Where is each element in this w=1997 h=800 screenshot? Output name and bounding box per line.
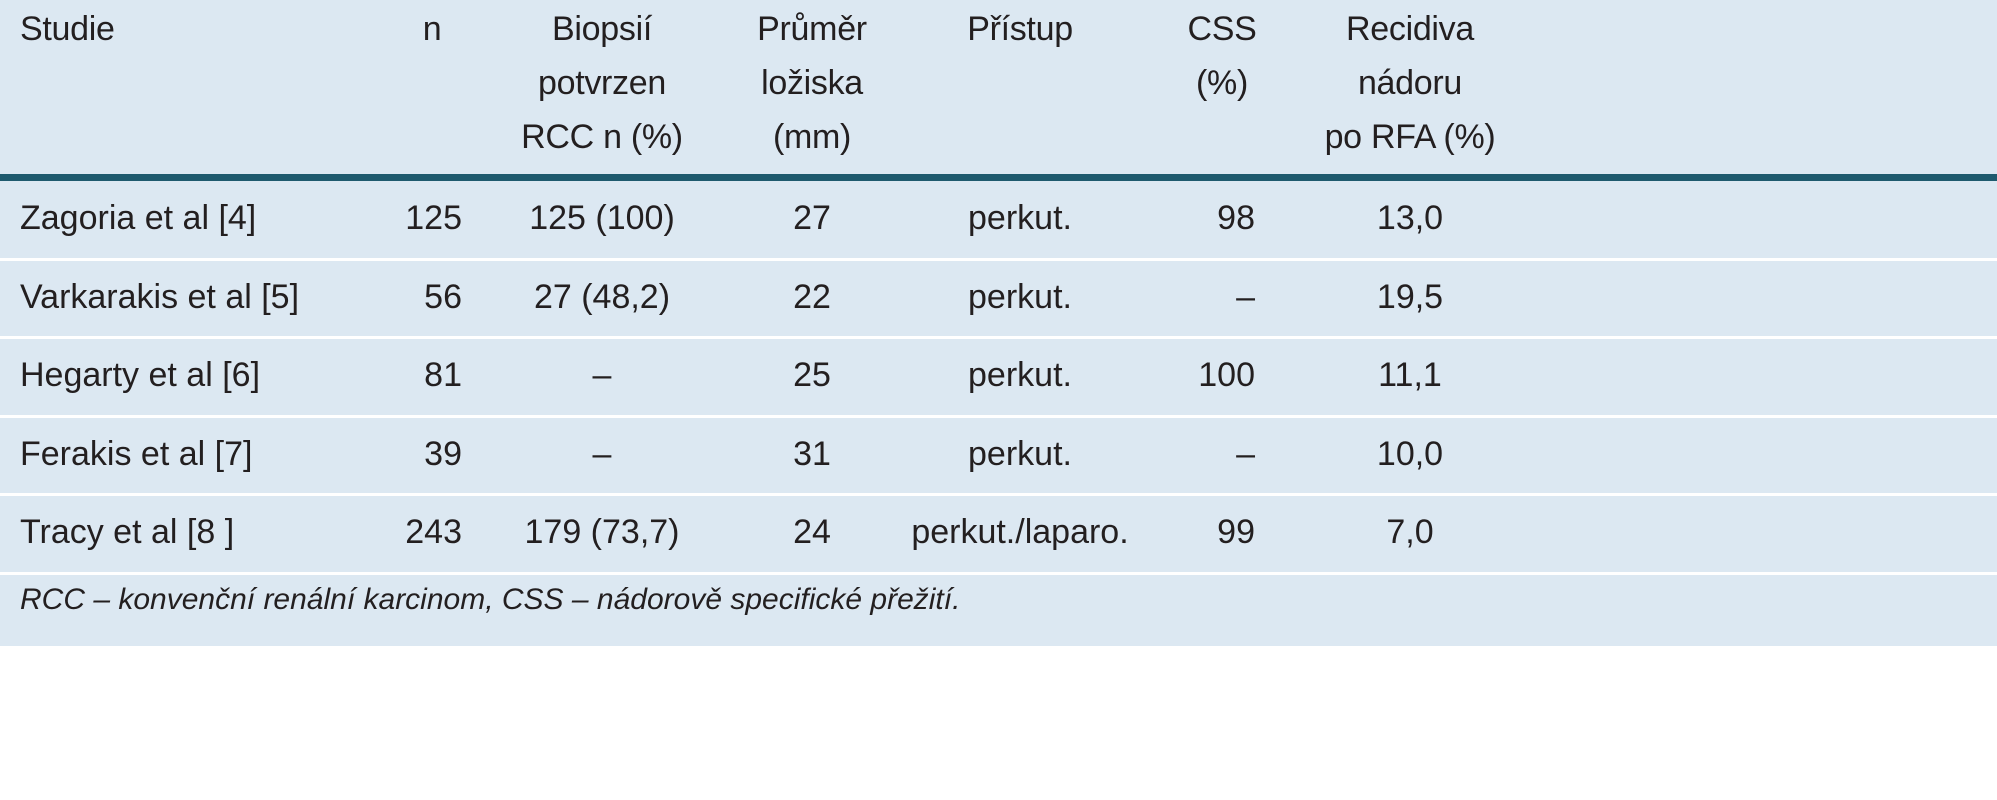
- header-cell: Studie: [20, 10, 115, 48]
- footnote: RCC – konvenční renální karcinom, CSS – …: [20, 583, 961, 616]
- table-cell: Hegarty et al [6]: [20, 356, 261, 394]
- table-cell: 13,0: [1376, 199, 1444, 237]
- header-cell: (%): [1196, 64, 1248, 102]
- table-cell: Ferakis et al [7]: [20, 434, 253, 473]
- table-cell: 19,5: [1376, 277, 1444, 316]
- table-cell: –: [1236, 277, 1255, 316]
- table-cell: 11,1: [1378, 356, 1442, 394]
- row-separator: [0, 336, 1997, 339]
- row-separator: [0, 414, 1997, 418]
- table-cell: Zagoria et al [4]: [20, 199, 257, 237]
- table-cell: –: [592, 356, 612, 394]
- table-cell: 243: [405, 513, 462, 551]
- table-cell: 56: [424, 277, 462, 316]
- table-cell: 125: [405, 199, 462, 237]
- table-cell: 10,0: [1376, 434, 1444, 473]
- header-cell: (mm): [772, 118, 852, 156]
- row-separator: [0, 571, 1997, 575]
- table-cell: 179 (73,7): [524, 513, 680, 551]
- row-separator: [0, 493, 1997, 496]
- header-cell: potvrzen: [537, 64, 666, 102]
- header-rule: [0, 174, 1997, 181]
- table-cell: 99: [1217, 513, 1255, 551]
- table-cell: –: [1236, 434, 1255, 473]
- header-cell: po RFA (%): [1324, 118, 1496, 156]
- table-cell: 27: [793, 199, 831, 237]
- table-cell: 100: [1198, 356, 1255, 394]
- header-cell: n: [422, 10, 442, 48]
- table-cell: 7,0: [1386, 513, 1434, 551]
- table-cell: –: [592, 434, 612, 473]
- table-cell: 24: [793, 513, 831, 551]
- header-cell: ložiska: [761, 64, 863, 102]
- table-cell: perkut.: [968, 434, 1072, 473]
- header-cell: Recidiva: [1346, 10, 1474, 48]
- table-cell: 25: [793, 356, 831, 394]
- table-cell: Tracy et al [8 ]: [20, 513, 235, 551]
- table-cell: perkut.: [968, 277, 1072, 316]
- table-cell: 22: [793, 277, 831, 316]
- table-cell: perkut./laparo.: [911, 513, 1129, 551]
- header-cell: Přístup: [967, 10, 1073, 48]
- header-cell: Průměr: [757, 10, 867, 48]
- table-cell: 81: [424, 356, 462, 394]
- table-cell: 27 (48,2): [533, 277, 671, 316]
- table-cell: 39: [424, 434, 462, 473]
- table-cell: perkut.: [968, 356, 1072, 394]
- table-cell: Varkarakis et al [5]: [20, 277, 300, 316]
- table: RCC – konvenční renální karcinom, CSS – …: [0, 0, 1997, 646]
- row-separator: [0, 257, 1997, 261]
- table-cell: 98: [1217, 199, 1255, 237]
- table-cell: 31: [793, 434, 831, 473]
- header-cell: Biopsií: [552, 10, 652, 48]
- header-cell: CSS: [1187, 10, 1257, 48]
- header-cell: nádoru: [1357, 64, 1463, 102]
- header-cell: RCC n (%): [521, 118, 683, 156]
- table-cell: 125 (100): [529, 199, 675, 237]
- table-cell: perkut.: [968, 199, 1072, 237]
